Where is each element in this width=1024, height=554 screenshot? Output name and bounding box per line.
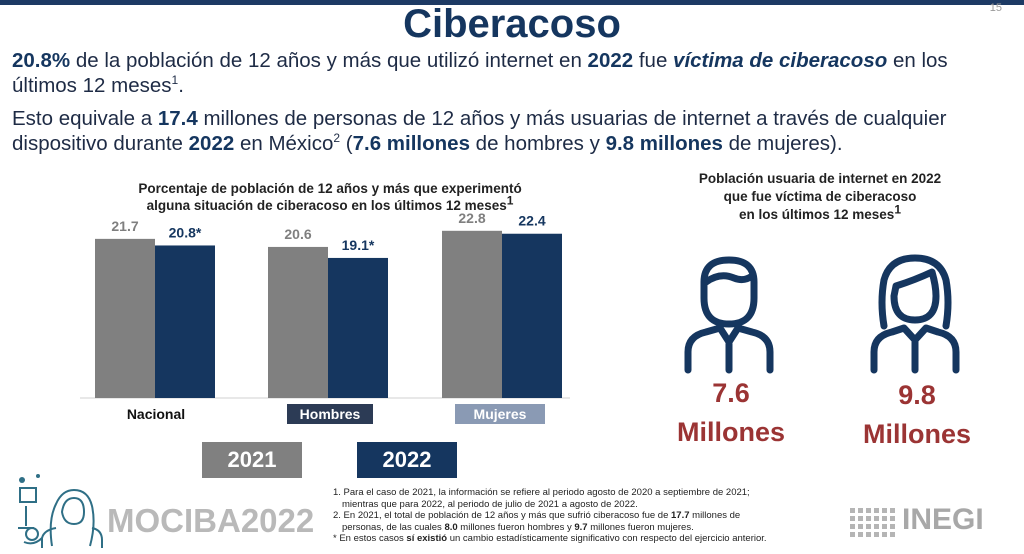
women-unit: Millones [862,419,971,449]
man-icon [684,256,774,374]
fn2-text-b: millones de [689,510,741,521]
chart-title-sup: 1 [506,193,514,208]
inegi-logo-text: INEGI [902,503,984,536]
chart-title-line2: alguna situación de ciberacoso en los úl… [146,198,507,213]
bar-nacional-2021 [95,238,155,398]
fn2-total: 17.7 [671,510,690,521]
fn2-text-d: millones fueron hombres y [457,521,575,533]
footnote-2a: 2. En 2021, el total de población de 12 … [333,510,853,522]
right-panel-title: Población usuaria de internet en 2022 qu… [660,170,980,224]
p2-women: 9.8 millones [605,132,723,155]
footnote-3: * En estos casos sí existió un cambio es… [333,533,853,545]
fn3-bold: sí existió [406,533,448,544]
footnotes: 1. Para el caso de 2021, la información … [333,487,853,545]
p2-men: 7.6 millones [352,132,470,155]
equivalence-paragraph: Esto equivale a 17.4 millones de persona… [12,106,1010,156]
bar-hombres-2022 [328,257,388,398]
fn2-women: 9.7 [574,521,588,533]
chart-title-line1: Porcentaje de población de 12 años y más… [138,181,522,196]
p1-text-a: de la población de 12 años y más que uti… [70,49,588,72]
value-label-mujeres-2021: 22.8 [458,210,485,226]
chart-title: Porcentaje de población de 12 años y más… [95,180,565,214]
p1-end: . [178,74,184,97]
p2-text-c: en México [234,132,334,155]
category-mujeres: Mujeres [455,404,545,424]
value-label-hombres-2022: 19.1* [342,237,375,253]
p1-text-c: en los últimos 12 meses [12,49,948,97]
right-title-line2: que fue víctima de ciberacoso [723,189,917,204]
fn3-text-b: un cambio estadísticamente significativo… [447,533,767,544]
legend-2021: 2021 [202,442,302,478]
value-label-mujeres-2022: 22.4 [518,213,545,229]
bar-nacional-2022 [155,245,215,398]
bar-chart: 21.7 20.8* 20.6 19.1* 22.8 22.4 [80,210,570,399]
bar-mujeres-2021 [442,230,502,398]
top-bar [0,0,1024,5]
woman-icon [870,254,960,374]
right-title-sup: 1 [894,202,901,217]
p1-text-b: fue [633,49,674,72]
right-title-line3: en los últimos 12 meses [738,207,895,222]
p1-percent: 20.8% [12,49,71,72]
fn3-text-a: * En estos casos [333,533,407,544]
value-label-nacional-2021: 21.7 [111,218,138,234]
p2-text-b: millones de personas de 12 años y más us… [12,107,947,155]
p1-sup: 1 [171,73,179,88]
mociba-logo-icon [18,474,103,548]
right-title-line1: Población usuaria de internet en 2022 [698,171,942,186]
p1-victim: víctima de ciberacoso [673,49,888,72]
legend-2022: 2022 [357,442,457,478]
men-value: 7.6 [712,378,750,408]
fn2-text-a: 2. En 2021, el total de población de 12 … [333,510,672,521]
men-unit: Millones [676,417,785,447]
p2-year: 2022 [188,132,235,155]
fn2-text-c: personas, de las cuales [342,521,445,533]
mociba-logo-text: MOCIBA2022 [107,502,315,539]
fn2-men: 8.0 [444,521,458,533]
value-label-hombres-2021: 20.6 [284,226,311,242]
p2-text-d: ( [340,132,353,155]
p2-text-a: Esto equivale a [12,107,158,130]
bar-hombres-2021 [268,246,328,398]
p2-text-e: de hombres y [469,132,606,155]
slide-title: Ciberacoso [403,2,621,46]
p2-total: 17.4 [157,107,198,130]
footnote-1a: 1. Para el caso de 2021, la información … [333,487,750,498]
footnote-2b: personas, de las cuales 8.0 millones fue… [333,522,853,534]
p2-text-f: de mujeres). [722,132,843,155]
footnote-1b: mientras que para 2022, al periodo de ju… [342,498,638,510]
bar-mujeres-2022 [502,233,562,398]
p2-sup: 2 [333,131,341,146]
intro-paragraph: 20.8% de la población de 12 años y más q… [12,48,1010,98]
p1-year: 2022 [587,49,634,72]
women-value: 9.8 [898,380,936,410]
inegi-logo-icon [850,508,895,537]
value-label-nacional-2022: 20.8* [169,224,202,240]
category-hombres: Hombres [287,404,373,424]
fn2-text-e: millones fueron mujeres. [587,521,694,533]
category-nacional: Nacional [126,406,186,422]
page-number: 15 [989,2,1002,14]
